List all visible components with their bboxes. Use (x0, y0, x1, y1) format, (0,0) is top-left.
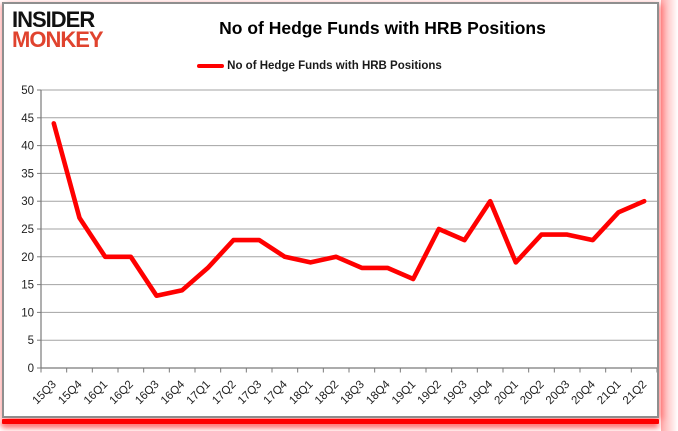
x-axis-tick-label: 21Q2 (621, 379, 649, 407)
x-axis-tick-label: 19Q3 (441, 379, 469, 407)
x-axis-tick-label: 20Q4 (570, 378, 599, 407)
x-axis-tick-label: 18Q2 (313, 379, 341, 407)
x-axis-tick-label: 20Q3 (544, 379, 572, 407)
y-axis-tick-label: 10 (21, 307, 34, 319)
line-chart: 0 5 10 15 20 25 30 35 40 45 50 15Q315Q416Q116Q216Q3… (21, 85, 657, 407)
y-axis-tick-label: 45 (21, 113, 34, 125)
y-axis-tick-label: 50 (21, 85, 34, 97)
y-axis-tick-label: 25 (21, 224, 34, 236)
x-axis-tick-label: 17Q2 (210, 379, 238, 407)
x-axis-tick-label: 20Q1 (493, 379, 521, 407)
x-axis-tick-label: 17Q1 (185, 379, 213, 407)
y-axis-tick-label: 30 (21, 196, 34, 208)
chart-title: No of Hedge Funds with HRB Positions (219, 18, 546, 38)
x-axis-tick-label: 19Q2 (416, 379, 444, 407)
right-edge-glow (661, 0, 678, 431)
x-axis-tick-label: 19Q1 (390, 379, 418, 407)
y-axis-tick-label: 35 (21, 168, 34, 180)
x-axis-tick-label: 20Q2 (518, 379, 546, 407)
x-axis-tick-label: 16Q2 (108, 379, 136, 407)
y-axis-tick-label: 40 (21, 141, 34, 153)
series-line (51, 121, 647, 299)
x-axis-tick-label: 21Q1 (595, 379, 623, 407)
x-axis-tick-label: 18Q4 (364, 378, 393, 407)
legend-label: No of Hedge Funds with HRB Positions (227, 60, 442, 72)
logo-text-monkey: MONKEY (12, 27, 104, 53)
y-axis-tick-label: 0 (28, 363, 34, 375)
x-axis-tick-label: 16Q1 (82, 379, 110, 407)
y-axis-tick-label: 5 (28, 335, 34, 347)
x-axis-tick-label: 15Q4 (56, 378, 85, 407)
insider-monkey-logo: INSIDER MONKEY (12, 7, 104, 53)
x-axis-tick-label: 17Q4 (262, 378, 291, 407)
x-axis-tick-label: 17Q3 (236, 379, 264, 407)
x-axis-tick-label: 18Q3 (339, 379, 367, 407)
y-axis-tick-label: 20 (21, 252, 34, 264)
bottom-red-bar (2, 419, 659, 424)
x-axis-tick-label: 16Q4 (159, 378, 188, 407)
y-axis-tick-label: 15 (21, 280, 34, 292)
legend-line-swatch (197, 63, 225, 69)
x-axis-tick-label: 19Q4 (467, 378, 496, 407)
x-axis-tick-label: 18Q1 (287, 379, 315, 407)
logo-text-insider: INSIDER (12, 7, 95, 32)
legend: No of Hedge Funds with HRB Positions (4, 60, 635, 72)
x-axis-tick-label: 16Q3 (133, 379, 161, 407)
chart-panel: INSIDER MONKEY No of Hedge Funds with HR… (2, 2, 659, 418)
x-axis-tick-label: 15Q3 (31, 379, 59, 407)
